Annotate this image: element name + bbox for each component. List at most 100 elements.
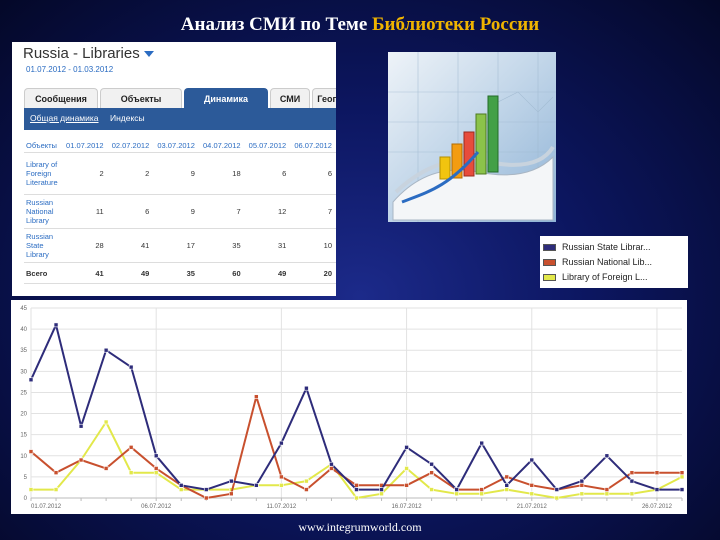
data-point xyxy=(354,495,359,501)
table-header[interactable]: 05.07.2012 xyxy=(244,138,291,153)
table-cell: 2 xyxy=(62,152,108,195)
subtab-indices[interactable]: Индексы xyxy=(110,113,145,123)
legend-swatch xyxy=(543,258,556,266)
data-point xyxy=(604,491,610,497)
table-header[interactable]: 04.07.2012 xyxy=(198,138,245,153)
table-cell: 6 xyxy=(107,194,154,229)
data-point xyxy=(579,478,585,484)
table-header[interactable]: 03.07.2012 xyxy=(153,138,199,153)
table-cell: 7 xyxy=(198,194,245,229)
legend-label: Russian State Librar... xyxy=(562,242,651,252)
data-point xyxy=(304,385,309,391)
data-point xyxy=(53,322,59,328)
table-header[interactable]: Объекты xyxy=(24,138,62,153)
data-point xyxy=(579,483,585,488)
data-point xyxy=(329,461,334,467)
table-cell: 6 xyxy=(290,152,336,195)
table-cell: 10 xyxy=(290,228,336,263)
y-tick-label: 35 xyxy=(20,348,27,354)
x-tick-label: 06.07.2012 xyxy=(141,504,172,510)
data-point xyxy=(103,347,109,353)
y-tick-label: 45 xyxy=(20,306,27,312)
row-label[interactable]: Russian State Library xyxy=(24,228,62,263)
x-tick-label: 01.07.2012 xyxy=(31,504,62,510)
row-label[interactable]: Library of Foreign Literature xyxy=(24,152,62,195)
row-label[interactable]: Russian National Library xyxy=(24,194,62,229)
date-range[interactable]: 01.07.2012 - 01.03.2012 xyxy=(26,65,114,74)
tab-media[interactable]: СМИ xyxy=(270,88,310,108)
x-tick-label: 11.07.2012 xyxy=(267,504,297,510)
tab-geography[interactable]: Геогра xyxy=(312,88,336,108)
table-header-row: Объекты 01.07.2012 02.07.2012 03.07.2012… xyxy=(24,138,336,153)
chart-legend: Russian State Librar... Russian National… xyxy=(540,236,688,288)
data-point xyxy=(529,483,535,488)
legend-item[interactable]: Russian State Librar... xyxy=(543,240,651,254)
tab-objects[interactable]: Объекты xyxy=(100,88,182,108)
data-point xyxy=(128,445,134,450)
data-point xyxy=(679,487,685,492)
data-point xyxy=(354,483,359,488)
data-point xyxy=(53,487,59,492)
table-header[interactable]: 01.07.2012 xyxy=(62,138,108,153)
table-row: Russian State Library 28 41 17 35 31 10 xyxy=(24,228,336,263)
y-tick-label: 30 xyxy=(20,369,27,375)
footer-url[interactable]: www.integrumworld.com xyxy=(298,520,422,534)
table-cell: 9 xyxy=(153,194,199,229)
subtab-general[interactable]: Общая динамика xyxy=(30,113,99,123)
data-point xyxy=(604,487,610,492)
data-point xyxy=(254,483,259,488)
data-point xyxy=(404,466,409,471)
app-title[interactable]: Russia - Libraries xyxy=(23,45,154,62)
legend-item[interactable]: Library of Foreign L... xyxy=(543,270,648,284)
data-point xyxy=(454,487,459,492)
data-point xyxy=(279,440,284,446)
data-point xyxy=(379,487,384,492)
y-tick-label: 25 xyxy=(20,390,27,396)
legend-swatch xyxy=(543,273,556,281)
data-point xyxy=(254,394,259,399)
table-cell: 35 xyxy=(198,228,245,263)
y-tick-label: 10 xyxy=(20,454,27,460)
bar-chart-illustration xyxy=(388,52,556,222)
y-tick-label: 0 xyxy=(24,496,28,502)
table-cell: 28 xyxy=(62,228,108,263)
series-line xyxy=(30,395,682,499)
data-point xyxy=(429,470,434,475)
table-cell: 6 xyxy=(244,152,291,195)
data-point xyxy=(529,457,535,463)
table-cell: 41 xyxy=(107,228,154,263)
data-point xyxy=(629,478,635,484)
app-title-text: Russia - Libraries xyxy=(23,45,140,62)
line-chart: 0 5 10 15 20 25 30 35 40 45 01.07.2012 06.07.2012 11… xyxy=(11,300,687,514)
data-point xyxy=(679,474,685,480)
title-prefix: Анализ СМИ по Теме xyxy=(180,14,372,35)
data-point xyxy=(28,487,34,492)
data-point xyxy=(604,453,610,459)
data-point xyxy=(529,491,535,497)
table-header[interactable]: 02.07.2012 xyxy=(107,138,154,153)
data-point xyxy=(203,495,209,501)
legend-item[interactable]: Russian National Lib... xyxy=(543,255,652,269)
app-screenshot: Russia - Libraries 01.07.2012 - 01.03.20… xyxy=(12,42,336,296)
tab-messages[interactable]: Сообщения xyxy=(24,88,98,108)
table-header[interactable]: 06.07.2012 xyxy=(290,138,336,153)
data-point xyxy=(103,419,109,425)
data-point xyxy=(78,457,84,463)
data-point xyxy=(679,470,685,475)
data-point xyxy=(153,453,159,459)
data-point xyxy=(629,491,635,497)
tab-dynamics[interactable]: Динамика xyxy=(184,88,268,108)
table-cell: 49 xyxy=(244,262,291,284)
table-cell: 35 xyxy=(153,262,199,284)
legend-label: Russian National Lib... xyxy=(562,257,653,267)
table-cell: 60 xyxy=(198,262,245,284)
table-cell: 49 xyxy=(107,262,154,284)
chevron-down-icon[interactable] xyxy=(143,51,154,58)
data-point xyxy=(429,461,434,467)
data-point xyxy=(554,495,560,501)
data-point xyxy=(354,487,359,492)
table-cell: 7 xyxy=(290,194,336,229)
data-point xyxy=(103,466,109,471)
slide-title: Анализ СМИ по Теме Библиотеки России xyxy=(0,14,720,36)
data-point xyxy=(229,478,234,484)
